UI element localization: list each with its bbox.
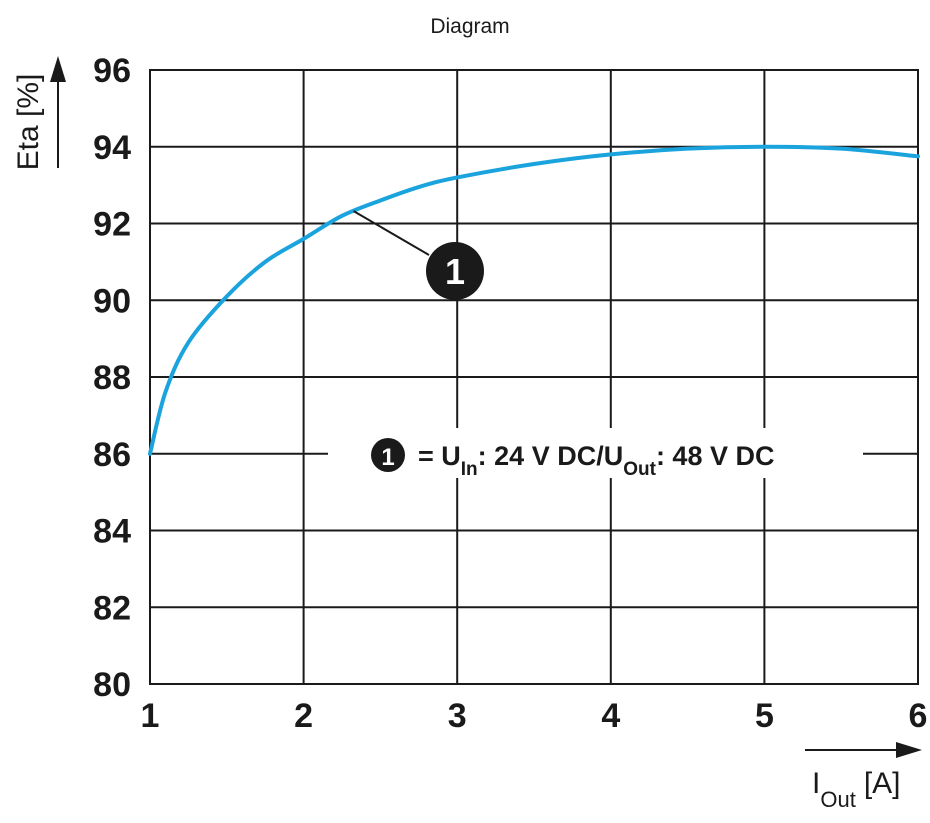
- y-tick-label: 80: [93, 666, 131, 704]
- legend-end: : 48 V DC: [656, 441, 775, 471]
- plot-frame: [149, 69, 919, 685]
- x-axis-label-sub: Out: [820, 787, 855, 812]
- series-line: [148, 144, 920, 456]
- y-tick-label: 82: [93, 589, 131, 627]
- legend-sub-out: Out: [623, 459, 656, 480]
- callout-leader: [353, 210, 430, 256]
- y-tick-label: 88: [93, 359, 131, 397]
- y-tick-labels: 80 82 84 86 88 90 92 94 96: [93, 52, 131, 704]
- callout-marker: [426, 242, 484, 300]
- x-axis-label: IOut [A]: [812, 767, 901, 812]
- y-tick-label: 90: [93, 282, 131, 320]
- y-tick-label: 86: [93, 436, 131, 474]
- chart-title: Diagram: [430, 15, 509, 38]
- y-tick-label: 94: [93, 129, 131, 167]
- legend: 1 = UIn: 24 V DC/UOut: 48 V DC: [371, 438, 774, 480]
- legend-marker-label: 1: [381, 444, 394, 471]
- legend-mid: : 24 V DC/U: [478, 441, 624, 471]
- callout-marker-label: 1: [445, 251, 465, 292]
- x-axis-label-main: I: [812, 767, 820, 800]
- x-axis-arrow-head: [896, 742, 922, 758]
- x-tick-label: 3: [448, 697, 467, 735]
- x-tick-label: 5: [755, 697, 774, 735]
- y-tick-label: 92: [93, 206, 131, 244]
- x-tick-label: 4: [601, 697, 620, 735]
- x-axis-label-unit: [A]: [864, 767, 901, 800]
- y-tick-label: 96: [93, 52, 131, 90]
- y-axis-label: Eta [%]: [12, 74, 45, 171]
- x-tick-label: 2: [294, 697, 313, 735]
- x-tick-label: 6: [909, 697, 928, 735]
- y-axis-arrow-head: [50, 56, 66, 82]
- legend-sub-in: In: [461, 459, 478, 480]
- legend-text: = UIn: 24 V DC/UOut: 48 V DC: [418, 441, 774, 480]
- legend-marker: [371, 438, 405, 472]
- y-tick-label: 84: [93, 513, 131, 551]
- x-tick-labels: 1 2 3 4 5 6: [141, 697, 928, 735]
- legend-background: [328, 428, 863, 478]
- legend-eq: = U: [418, 441, 461, 471]
- x-tick-label: 1: [141, 697, 160, 735]
